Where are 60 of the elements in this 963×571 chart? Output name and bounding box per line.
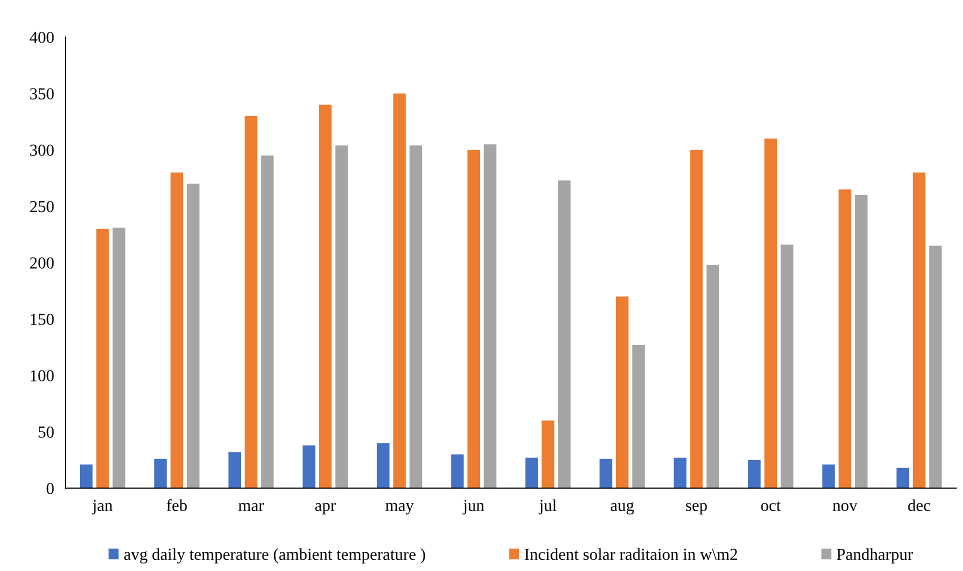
bar (467, 150, 480, 488)
bar (616, 296, 629, 488)
bar (896, 468, 910, 488)
bar (228, 452, 242, 488)
bar (335, 145, 348, 488)
bar (854, 194, 868, 488)
bar (748, 460, 761, 488)
bar (912, 172, 926, 488)
bar (690, 150, 703, 488)
x-tick-label: may (386, 502, 414, 514)
bar (186, 184, 200, 488)
y-tick-label: 350 (30, 88, 54, 100)
bar (244, 116, 258, 488)
x-tick-label: jul (538, 499, 556, 514)
y-tick-label: 200 (30, 257, 54, 269)
x-tick-label: oct (761, 502, 781, 512)
x-tick-label: mar (238, 503, 264, 512)
x-tick-label: sep (686, 503, 707, 514)
bar (376, 443, 390, 488)
y-tick-label: 100 (30, 370, 54, 382)
bar (393, 94, 406, 488)
y-tick-label: 0 (46, 482, 54, 494)
x-tick-label: jun (462, 500, 484, 514)
x-tick-label: nov (832, 503, 858, 512)
x-tick-label: jan (92, 500, 113, 514)
x-tick-label: dec (908, 499, 930, 512)
y-tick-label: 50 (38, 426, 54, 438)
x-tick-label: aug (610, 502, 634, 514)
y-tick-label: 250 (30, 200, 54, 212)
bar (780, 244, 794, 488)
legend-label: Incident solar raditaion in w\m2 (524, 548, 738, 560)
y-tick-label: 400 (30, 32, 54, 44)
bar (706, 264, 720, 488)
legend-label: Pandharpur (836, 548, 913, 564)
bar (838, 189, 852, 488)
bar (170, 172, 184, 488)
bar (558, 180, 571, 488)
bar (764, 138, 777, 488)
y-tick-label: 300 (30, 144, 54, 156)
bar (112, 228, 126, 488)
bar (261, 156, 274, 488)
legend-label: avg daily temperature (ambient temperature ) (124, 548, 426, 564)
bar (929, 246, 942, 488)
bar (632, 344, 645, 488)
bar (154, 458, 167, 488)
bar (525, 458, 538, 488)
bar (822, 464, 835, 488)
bar (96, 228, 109, 488)
bar (542, 420, 554, 488)
bar (674, 458, 686, 488)
bar (451, 454, 464, 488)
x-tick-label: feb (166, 499, 187, 512)
bar (80, 464, 93, 488)
x-tick-label: apr (315, 503, 336, 514)
bar (484, 144, 496, 488)
bar (600, 458, 612, 488)
bar (318, 104, 332, 488)
bar (410, 145, 422, 488)
y-tick-label: 150 (30, 314, 54, 325)
bar (302, 445, 316, 488)
